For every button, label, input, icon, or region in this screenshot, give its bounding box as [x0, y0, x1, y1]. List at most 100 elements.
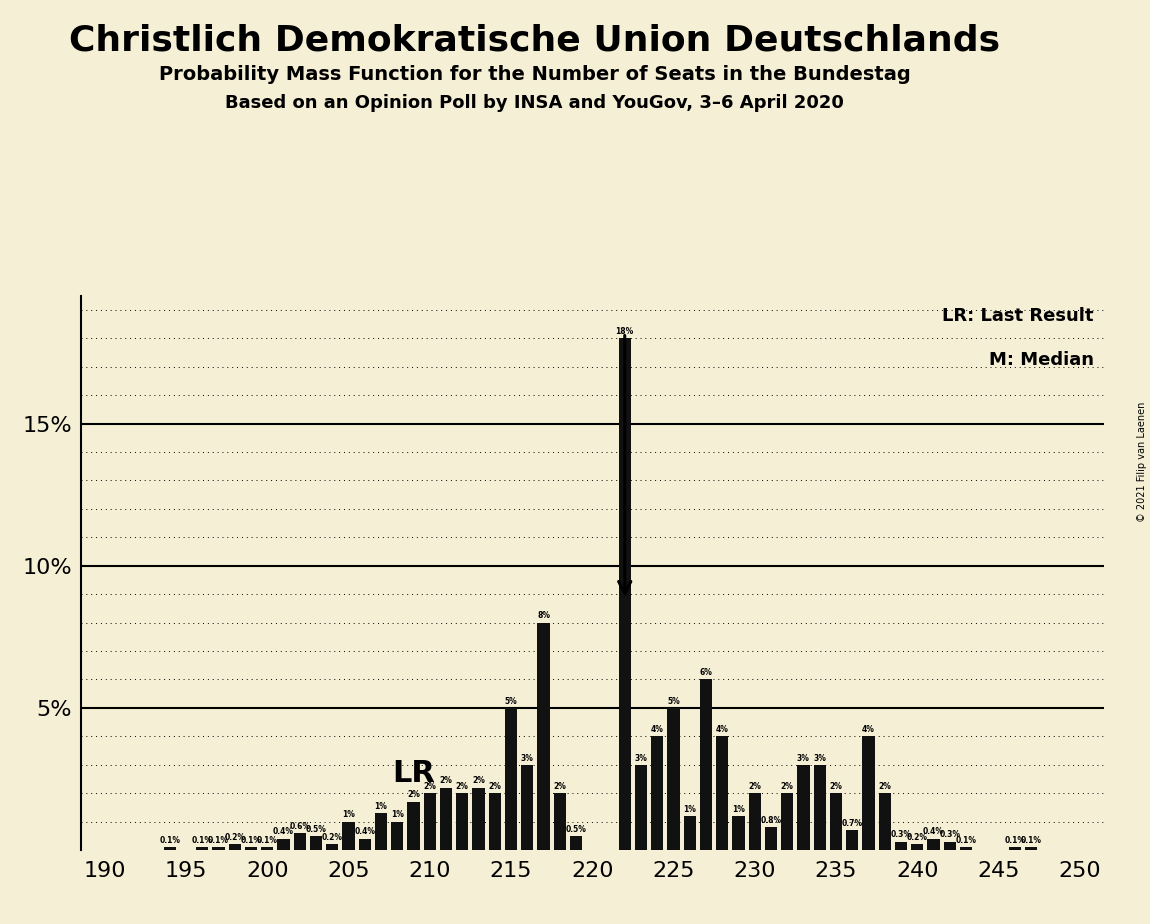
- Bar: [440, 787, 452, 850]
- Text: 0.2%: 0.2%: [224, 833, 245, 842]
- Bar: [700, 679, 712, 850]
- Bar: [457, 793, 468, 850]
- Text: 4%: 4%: [651, 725, 664, 734]
- Text: 4%: 4%: [862, 725, 875, 734]
- Text: 0.2%: 0.2%: [322, 833, 343, 842]
- Text: 2%: 2%: [407, 790, 420, 799]
- Bar: [846, 830, 858, 850]
- Bar: [927, 839, 940, 850]
- Bar: [423, 793, 436, 850]
- Bar: [879, 793, 891, 850]
- Text: 1%: 1%: [683, 805, 696, 814]
- Bar: [765, 827, 777, 850]
- Bar: [667, 708, 680, 850]
- Bar: [1025, 847, 1037, 850]
- Text: 2%: 2%: [455, 782, 469, 791]
- Bar: [197, 847, 208, 850]
- Bar: [570, 836, 582, 850]
- Text: 2%: 2%: [439, 776, 452, 785]
- Bar: [733, 816, 744, 850]
- Text: 3%: 3%: [797, 753, 810, 762]
- Bar: [327, 845, 338, 850]
- Text: 6%: 6%: [699, 668, 712, 677]
- Bar: [343, 821, 354, 850]
- Bar: [895, 842, 907, 850]
- Text: 0.1%: 0.1%: [956, 836, 976, 845]
- Text: 5%: 5%: [505, 697, 518, 706]
- Text: 0.3%: 0.3%: [890, 831, 912, 839]
- Text: 3%: 3%: [635, 753, 647, 762]
- Text: 1%: 1%: [375, 802, 388, 811]
- Bar: [1009, 847, 1021, 850]
- Bar: [261, 847, 274, 850]
- Text: 18%: 18%: [615, 327, 634, 336]
- Bar: [391, 821, 404, 850]
- Text: LR: LR: [392, 759, 435, 787]
- Bar: [310, 836, 322, 850]
- Bar: [651, 736, 664, 850]
- Text: 0.8%: 0.8%: [760, 816, 782, 825]
- Text: 0.7%: 0.7%: [842, 819, 862, 828]
- Bar: [537, 623, 550, 850]
- Bar: [505, 708, 518, 850]
- Text: LR: Last Result: LR: Last Result: [942, 307, 1094, 324]
- Text: 3%: 3%: [813, 753, 826, 762]
- Text: M: Median: M: Median: [989, 351, 1094, 369]
- Text: 0.5%: 0.5%: [566, 824, 586, 833]
- Text: 5%: 5%: [667, 697, 680, 706]
- Bar: [521, 765, 534, 850]
- Text: 2%: 2%: [553, 782, 566, 791]
- Text: 0.1%: 0.1%: [208, 836, 229, 845]
- Bar: [277, 839, 290, 850]
- Text: 3%: 3%: [521, 753, 534, 762]
- Bar: [960, 847, 972, 850]
- Bar: [716, 736, 728, 850]
- Text: 2%: 2%: [473, 776, 485, 785]
- Text: 2%: 2%: [489, 782, 501, 791]
- Bar: [245, 847, 258, 850]
- Text: 0.1%: 0.1%: [192, 836, 213, 845]
- Bar: [229, 845, 242, 850]
- Text: 0.4%: 0.4%: [273, 827, 294, 836]
- Bar: [797, 765, 810, 850]
- Text: Probability Mass Function for the Number of Seats in the Bundestag: Probability Mass Function for the Number…: [159, 65, 911, 84]
- Bar: [163, 847, 176, 850]
- Text: 1%: 1%: [391, 810, 404, 820]
- Bar: [359, 839, 371, 850]
- Text: 0.1%: 0.1%: [240, 836, 261, 845]
- Bar: [553, 793, 566, 850]
- Text: 1%: 1%: [342, 810, 355, 820]
- Bar: [813, 765, 826, 850]
- Bar: [635, 765, 647, 850]
- Text: 2%: 2%: [423, 782, 436, 791]
- Text: 4%: 4%: [715, 725, 729, 734]
- Text: 2%: 2%: [879, 782, 891, 791]
- Text: 8%: 8%: [537, 612, 550, 620]
- Text: 0.1%: 0.1%: [160, 836, 181, 845]
- Text: 0.6%: 0.6%: [290, 821, 310, 831]
- Text: Christlich Demokratische Union Deutschlands: Christlich Demokratische Union Deutschla…: [69, 23, 1001, 57]
- Text: 0.2%: 0.2%: [906, 833, 928, 842]
- Text: 0.1%: 0.1%: [1004, 836, 1025, 845]
- Bar: [911, 845, 923, 850]
- Bar: [749, 793, 761, 850]
- Bar: [781, 793, 793, 850]
- Bar: [830, 793, 842, 850]
- Bar: [489, 793, 501, 850]
- Text: Based on an Opinion Poll by INSA and YouGov, 3–6 April 2020: Based on an Opinion Poll by INSA and You…: [225, 94, 844, 112]
- Text: 0.4%: 0.4%: [923, 827, 944, 836]
- Text: 0.1%: 0.1%: [256, 836, 278, 845]
- Text: © 2021 Filip van Laenen: © 2021 Filip van Laenen: [1137, 402, 1147, 522]
- Text: 2%: 2%: [749, 782, 761, 791]
- Text: 2%: 2%: [829, 782, 843, 791]
- Text: 0.5%: 0.5%: [306, 824, 327, 833]
- Text: 2%: 2%: [781, 782, 793, 791]
- Bar: [683, 816, 696, 850]
- Bar: [862, 736, 874, 850]
- Bar: [943, 842, 956, 850]
- Bar: [375, 813, 388, 850]
- Text: 0.3%: 0.3%: [940, 831, 960, 839]
- Bar: [293, 833, 306, 850]
- Text: 0.1%: 0.1%: [1020, 836, 1042, 845]
- Bar: [213, 847, 224, 850]
